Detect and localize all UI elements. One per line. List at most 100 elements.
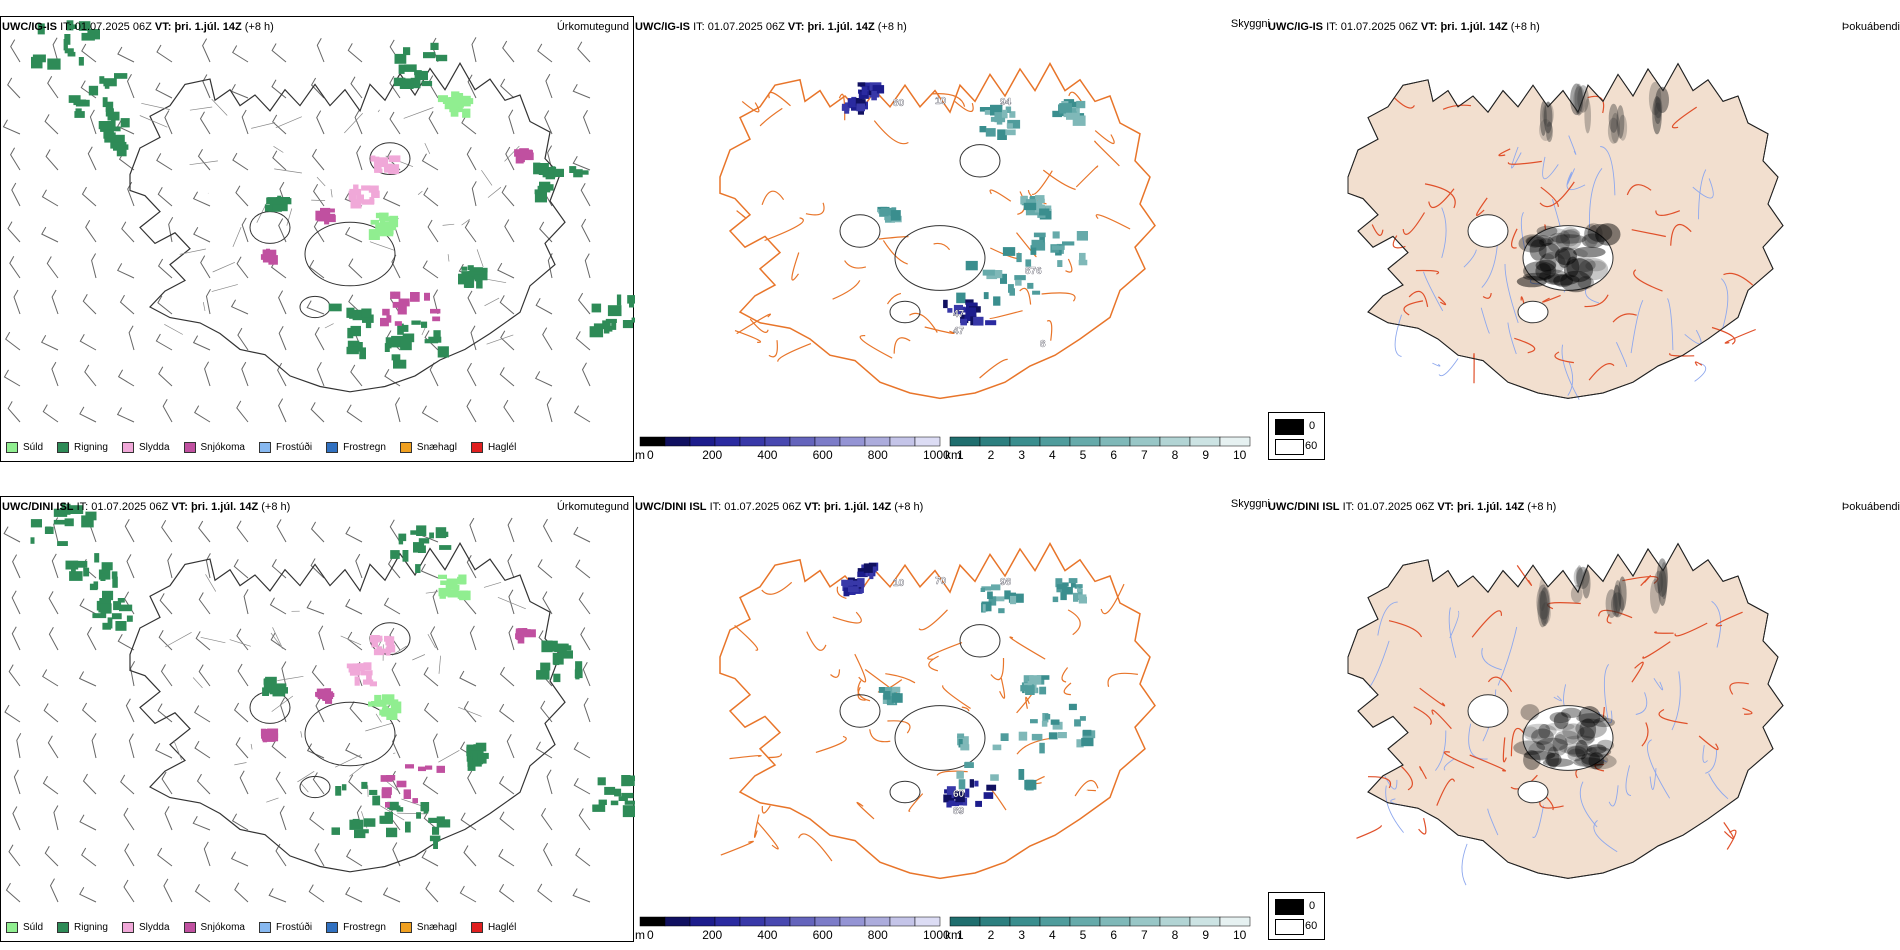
river xyxy=(1708,773,1729,800)
road xyxy=(989,310,1023,320)
colorbar-tick-label: 10 xyxy=(1233,928,1247,942)
ceiling-cell xyxy=(986,784,997,791)
iceland-coastline xyxy=(1347,542,1784,879)
river xyxy=(1520,211,1526,250)
wind-barb xyxy=(395,397,401,423)
fog-shade xyxy=(1597,739,1615,751)
road xyxy=(139,115,168,128)
precip-cell xyxy=(104,136,115,143)
river xyxy=(1653,677,1664,691)
wind-barb xyxy=(46,256,59,279)
precip-cell xyxy=(31,56,43,69)
wind-barb xyxy=(45,149,59,171)
river xyxy=(1694,363,1707,382)
road xyxy=(927,642,963,660)
wind-barb xyxy=(311,148,325,171)
wind-barb xyxy=(91,253,97,279)
precip-cell xyxy=(361,308,372,318)
precip-cell xyxy=(85,511,97,521)
precip-cell xyxy=(458,574,467,585)
river xyxy=(1448,607,1457,658)
road xyxy=(200,636,226,644)
colorbar-segment xyxy=(764,916,791,927)
precip-cell xyxy=(374,694,382,703)
visibility-cell xyxy=(1067,101,1079,109)
visibility-cell xyxy=(1035,195,1045,200)
river xyxy=(1480,307,1490,334)
road xyxy=(403,107,434,119)
wind-barb xyxy=(580,183,591,207)
colorbar-tick-label: 3 xyxy=(1018,928,1026,942)
road xyxy=(768,340,778,358)
precip-cell xyxy=(523,150,533,156)
colorbar-segment xyxy=(739,916,766,927)
precip-cell xyxy=(611,320,617,330)
precip-cell xyxy=(47,58,61,70)
road xyxy=(1587,95,1605,114)
wind-barb xyxy=(5,331,21,351)
precip-cell xyxy=(368,199,375,205)
fog-shade xyxy=(1593,717,1615,728)
fog-shade xyxy=(1539,587,1550,627)
visibility-cell xyxy=(1000,733,1009,741)
fog-shade xyxy=(1542,758,1574,767)
wind-barb xyxy=(318,625,325,651)
precip-cell xyxy=(534,189,542,195)
road xyxy=(397,812,426,815)
precip-cell xyxy=(102,590,114,601)
road xyxy=(1598,609,1633,619)
wind-barb xyxy=(466,362,477,387)
precip-cell xyxy=(453,584,460,590)
wind-barb xyxy=(423,667,439,687)
glacier xyxy=(1517,780,1549,804)
ceiling-cell xyxy=(964,315,975,321)
precip-cell xyxy=(75,99,90,107)
precip-cell xyxy=(436,816,445,827)
precip-cell xyxy=(63,39,68,51)
river xyxy=(1635,692,1648,715)
fog-shade xyxy=(1573,567,1585,588)
fog-legend: 0 60 xyxy=(1268,892,1325,940)
wind-barb xyxy=(271,558,287,579)
wind-barb xyxy=(272,114,287,135)
road xyxy=(202,302,206,311)
visibility-cell xyxy=(1037,198,1045,204)
precip-cell xyxy=(430,308,441,314)
precip-cell xyxy=(629,302,634,308)
wind-barb xyxy=(584,253,591,279)
wind-barb xyxy=(271,43,287,63)
visibility-cell xyxy=(1068,578,1078,584)
fog-shade xyxy=(1536,584,1551,620)
wind-barb xyxy=(420,563,439,579)
precip-cell xyxy=(468,270,483,277)
visibility-value-label: 876 xyxy=(1025,266,1042,277)
fog-shade xyxy=(1610,112,1620,144)
precip-cell xyxy=(437,346,449,358)
road xyxy=(442,223,455,226)
visibility-cell xyxy=(983,292,989,300)
road xyxy=(1547,602,1581,610)
precip-cell xyxy=(66,20,74,31)
road xyxy=(1065,258,1073,273)
precip-cell xyxy=(435,527,447,539)
wind-barb xyxy=(466,147,477,171)
wind-barb xyxy=(161,771,173,795)
wind-barb xyxy=(236,256,249,279)
river xyxy=(1720,278,1729,329)
precip-legend-swatch xyxy=(470,922,483,933)
visibility-cell xyxy=(1074,719,1081,727)
visibility-cell xyxy=(1023,202,1037,211)
colorbar-segment xyxy=(889,916,916,927)
river xyxy=(1504,263,1519,324)
road xyxy=(1698,735,1719,751)
visibility-value-label: 10 xyxy=(935,96,947,107)
wind-barb xyxy=(508,589,515,615)
precip-cell xyxy=(379,212,389,222)
precip-cell xyxy=(103,78,117,87)
river xyxy=(1671,671,1681,731)
river xyxy=(1487,808,1499,836)
road xyxy=(497,596,526,610)
fog-shade xyxy=(1654,570,1664,594)
precip-legend: Súld Rigning Slydda Snjókoma Frostúði Frostre… xyxy=(6,442,530,453)
precip-cell xyxy=(67,51,76,57)
